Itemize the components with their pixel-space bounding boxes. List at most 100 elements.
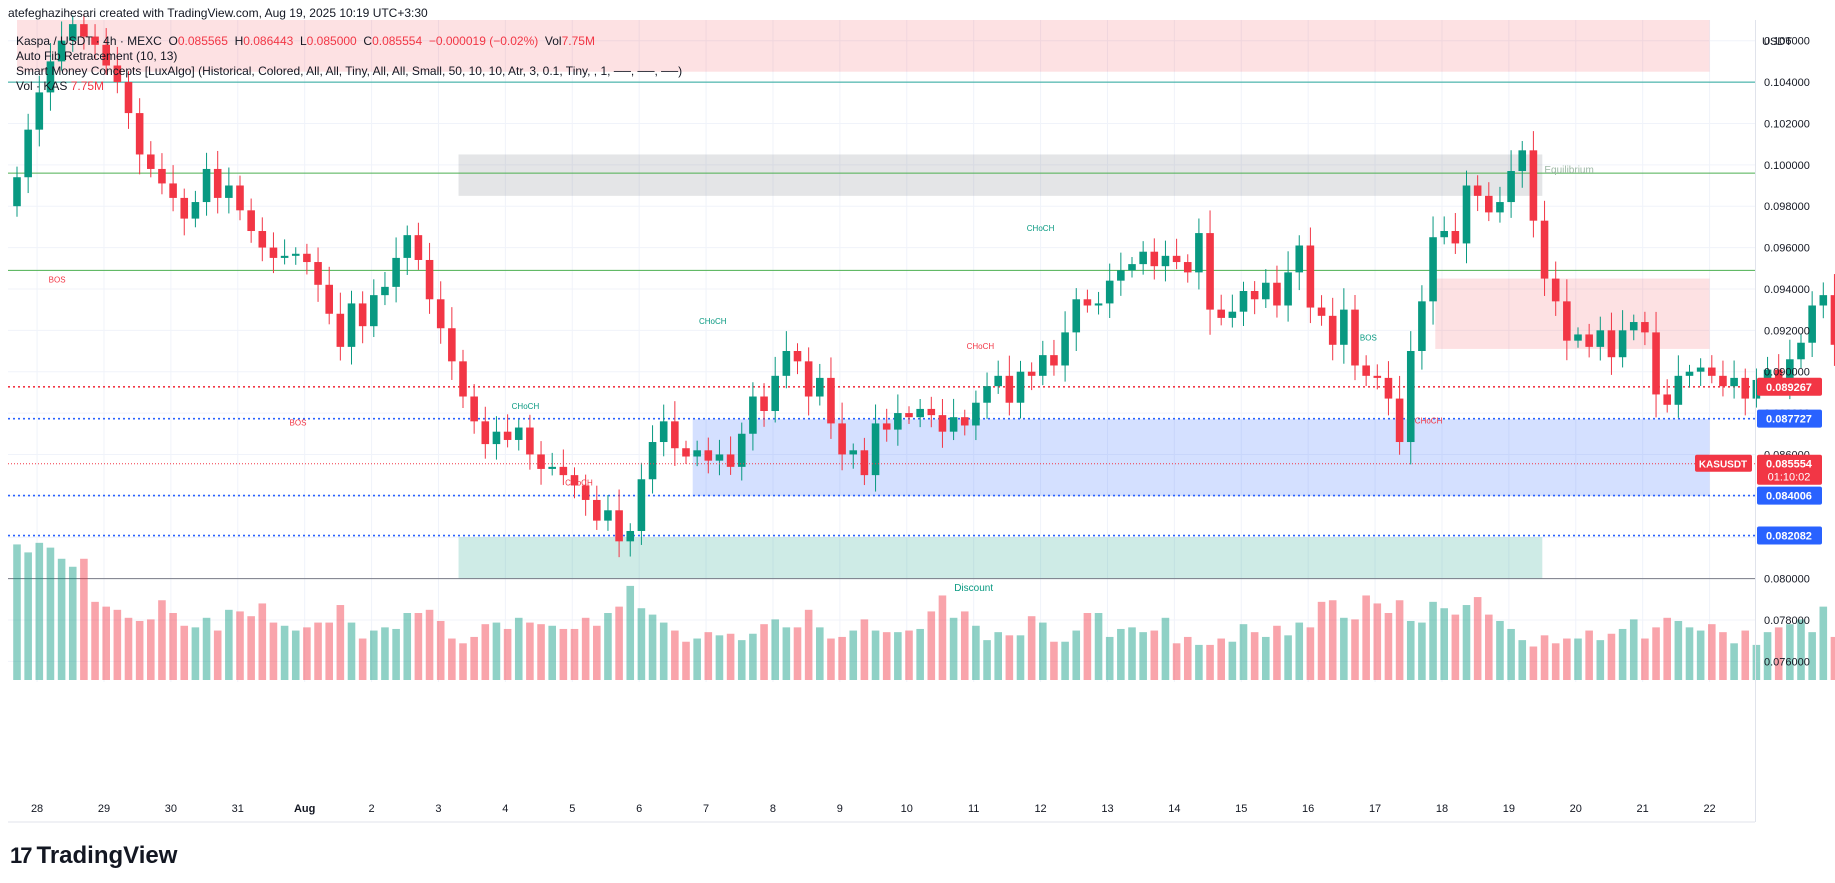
candle-body (838, 423, 846, 455)
symbol-label[interactable]: Kaspa / USDT · 4h · MEXC (16, 34, 162, 48)
annotation-label: CHoCH (1027, 224, 1055, 233)
legend-volume-indicator[interactable]: Vol · KAS 7.75M (16, 79, 682, 94)
candle-body (671, 421, 679, 449)
volume-bar (1362, 595, 1370, 680)
volume-bar (381, 627, 389, 680)
candle-body (314, 262, 322, 285)
volume-bar (158, 600, 166, 680)
candle-body (1797, 342, 1805, 360)
volume-bar (35, 542, 44, 680)
smc-zones (17, 20, 1710, 579)
candle-body (1529, 150, 1538, 221)
candle-body (559, 466, 568, 476)
tradingview-brand[interactable]: 17 TradingView (10, 842, 177, 870)
candle-body (1808, 305, 1816, 343)
legend-symbol-row[interactable]: Kaspa / USDT · 4h · MEXC O0.085565 H0.08… (16, 34, 682, 49)
volume-bar (972, 625, 980, 680)
candle-body (1708, 367, 1716, 376)
volume-bar (1819, 606, 1828, 680)
candle-body (626, 530, 635, 542)
volume-bar (1061, 641, 1069, 680)
volume-bar (1384, 613, 1393, 680)
high-label: H (234, 34, 244, 48)
volume-bar (1830, 636, 1835, 680)
volume-bar (927, 611, 936, 680)
time-tick-label: 6 (636, 803, 642, 815)
candle-body (236, 185, 244, 211)
level-price-badge (1757, 409, 1822, 428)
volume-bar (1797, 619, 1805, 680)
candle-body (247, 210, 255, 232)
candle-body (1652, 332, 1660, 395)
candle-body (737, 433, 746, 467)
candle-body (1741, 377, 1750, 399)
candle-body (782, 351, 791, 376)
volume-bar (1117, 628, 1125, 680)
volume-bar (113, 609, 122, 680)
volume-bar (983, 640, 991, 680)
volume-bar (1183, 636, 1192, 680)
volume-bar (1774, 627, 1783, 680)
legend-smc-indicator[interactable]: Smart Money Concepts [LuxAlgo] (Historic… (16, 64, 683, 78)
volume-bar (593, 625, 601, 680)
candle-body (749, 396, 757, 434)
candle-body (704, 450, 713, 461)
time-axis[interactable]: 28 29 30 31 Aug 2 3 4 5 6 7 8 9 10 11 12 13 14 15 16 17 18 19 2… (31, 803, 1716, 815)
candle-body (1462, 185, 1471, 244)
level-price-text: 0.084006 (1766, 491, 1812, 503)
volume-bar (682, 641, 690, 680)
time-tick-label: Aug (294, 803, 315, 815)
candle-body (927, 408, 936, 416)
candle-body (1752, 379, 1761, 399)
candle-body (1262, 282, 1270, 300)
candle-body (760, 396, 768, 411)
candle-body (358, 303, 367, 327)
volume-bar (1752, 644, 1761, 680)
candle-body (1406, 351, 1415, 443)
volume-bar (671, 630, 679, 680)
annotation-label: BOS (290, 418, 307, 427)
candle-body (13, 177, 21, 207)
legend-fib-indicator[interactable]: Auto Fib Retracement (10, 13) (16, 49, 178, 63)
volume-bar (1206, 644, 1214, 680)
candle-body (1217, 309, 1225, 318)
candle-body (91, 36, 99, 45)
volume-bar (291, 630, 300, 680)
volume-bar (1473, 597, 1482, 680)
volume-bar (147, 619, 155, 680)
volume-bar (1172, 643, 1181, 680)
time-tick-label: 4 (502, 803, 508, 815)
volume-bar (737, 640, 746, 680)
axis-currency[interactable]: USDT (1762, 36, 1792, 48)
candle-body (804, 361, 813, 397)
volume-label: Vol (544, 34, 562, 48)
candle-body (860, 450, 869, 476)
volume-bar (481, 624, 490, 680)
low-value: 0.085000 (306, 34, 357, 48)
volume-bar (771, 619, 779, 680)
time-tick-label: 29 (98, 803, 110, 815)
volume-bar (213, 630, 222, 680)
chart-annotations: Equilibrium Discount BOS BOS CHoCH CHoCH CHoCH… (49, 165, 1594, 594)
volume-bar (13, 544, 21, 680)
candle-body (1239, 291, 1248, 312)
annotation-label: BOS (49, 276, 66, 285)
candle-body (648, 442, 657, 480)
volume-bar (760, 624, 768, 680)
volume-bar (91, 601, 99, 680)
volume-bar (960, 611, 969, 680)
candle-body (1183, 262, 1192, 273)
annotation-label: CHoCH (1415, 416, 1443, 425)
time-tick-label: 13 (1101, 803, 1113, 815)
volume-bar (1563, 638, 1571, 680)
candle-body (1128, 264, 1136, 271)
candle-body (1039, 355, 1047, 376)
volume-bar (1529, 646, 1538, 680)
price-levels (8, 81, 1755, 580)
volume-bar (180, 625, 189, 680)
time-tick-label: 8 (770, 803, 776, 815)
price-tick-label: 0.094000 (1764, 284, 1810, 296)
candle-body (514, 427, 523, 440)
time-tick-label: 20 (1570, 803, 1582, 815)
